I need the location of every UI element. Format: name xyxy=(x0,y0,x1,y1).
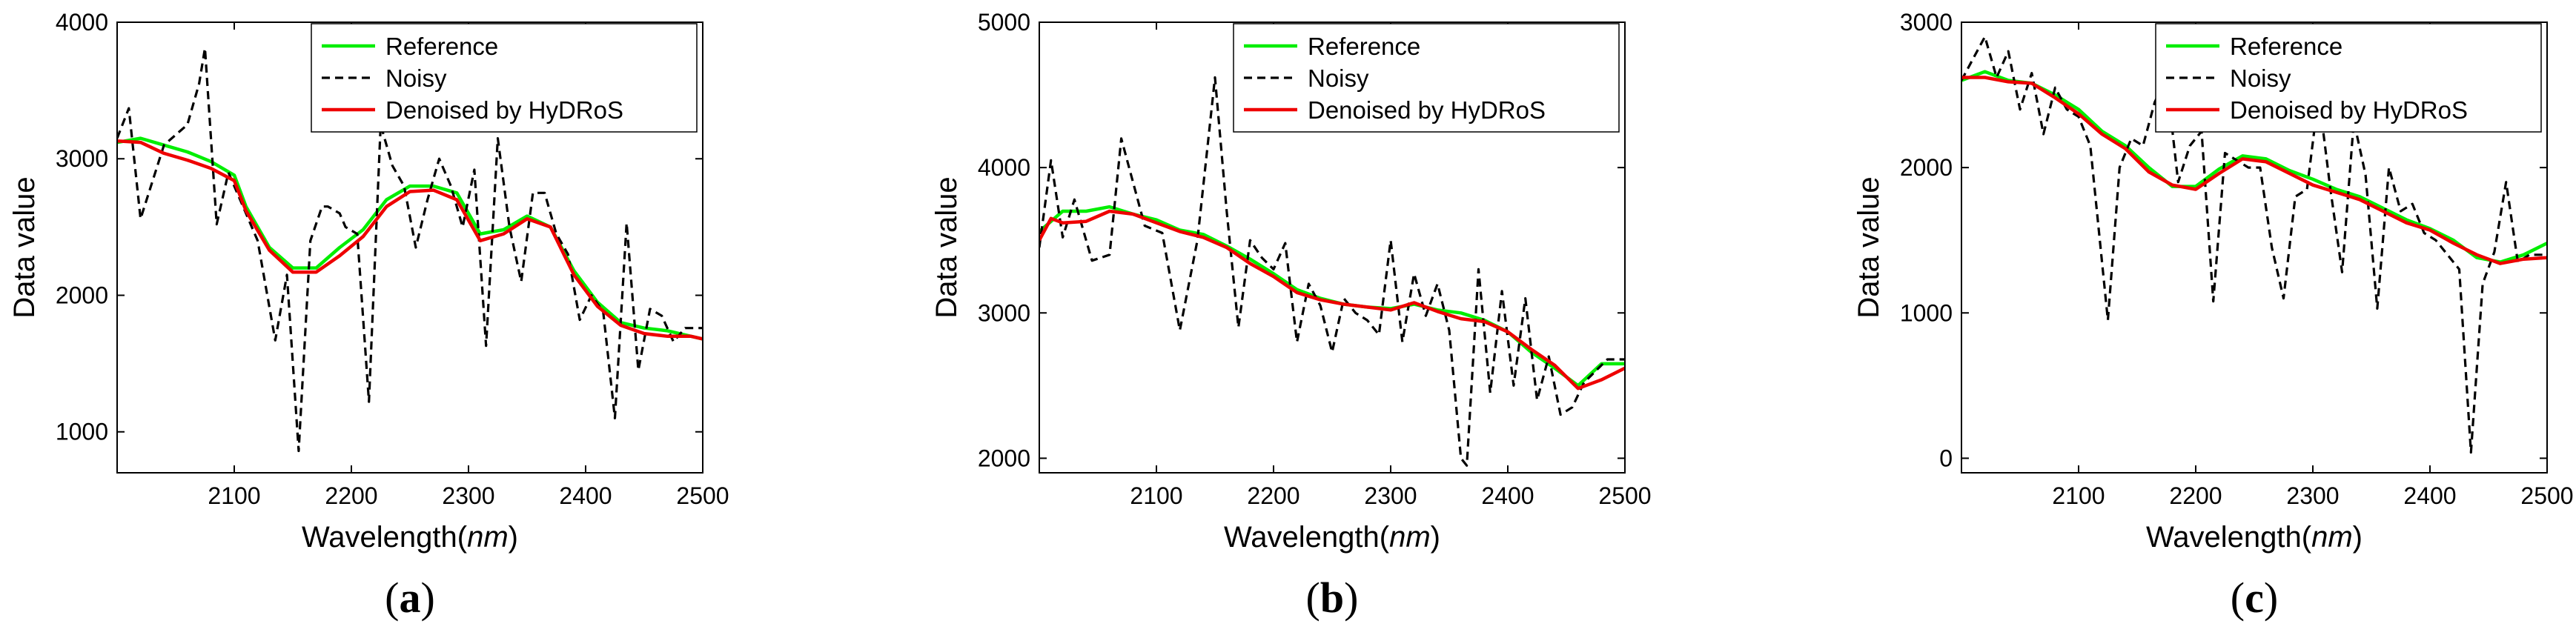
chart-c-caption-open: ( xyxy=(2231,574,2245,622)
chart-a-caption-close: ) xyxy=(421,574,435,622)
chart-c-xlabel-main: Wavelength( xyxy=(2146,521,2312,554)
chart-a-xlabel-close: ) xyxy=(509,521,518,554)
chart-b-xlabel-main: Wavelength( xyxy=(1224,521,1390,554)
chart-c-series-denoised-by-hydros-line xyxy=(1961,76,2547,265)
chart-b-series-noisy-line xyxy=(1039,76,1625,467)
chart-a-caption-open: ( xyxy=(385,574,399,622)
chart-a-xtick-label-2300: 2300 xyxy=(442,482,494,509)
chart-b-ylabel: Data value xyxy=(930,176,963,318)
chart-a-xlabel-main: Wavelength( xyxy=(302,521,468,554)
chart-b-legend-label-reference: Reference xyxy=(1308,33,1420,60)
chart-c-xtick-label-2400: 2400 xyxy=(2403,482,2456,509)
chart-c-ytick-label-0: 0 xyxy=(1939,445,1953,471)
chart-a-xtick-label-2100: 2100 xyxy=(208,482,260,509)
chart-c-xtick-label-2100: 2100 xyxy=(2052,482,2105,509)
chart-a-ytick-label-1000: 1000 xyxy=(56,419,108,445)
chart-c-caption-letter: c xyxy=(2245,574,2264,622)
chart-b-series-denoised-by-hydros-line xyxy=(1039,209,1625,391)
chart-a-ytick-label-3000: 3000 xyxy=(56,145,108,172)
chart-c-legend-label-noisy: Noisy xyxy=(2230,64,2291,92)
chart-c-ytick-label-1000: 1000 xyxy=(1900,299,1953,326)
chart-c-legend-label-denoised-by-hydros: Denoised by HyDRoS xyxy=(2230,96,2468,124)
chart-a-xtick-label-2400: 2400 xyxy=(559,482,612,509)
chart-c-ytick-label-3000: 3000 xyxy=(1900,9,1953,36)
chart-c-legend-box xyxy=(2155,23,2542,133)
chart-b-series-reference-line xyxy=(1039,205,1625,388)
chart-a: 2100 2200 2300 2400 2500 1000 2000 3000 4000 Wave… xyxy=(8,9,729,622)
chart-b-xlabel: Wavelength(nm) xyxy=(1224,521,1440,554)
chart-c-xlabel-close: ) xyxy=(2353,521,2363,554)
chart-b-xlabel-unit: nm xyxy=(1389,521,1431,554)
chart-a-series-reference-line xyxy=(117,136,703,341)
chart-b-ytick-label-2000: 2000 xyxy=(978,445,1030,471)
chart-a-axes-box xyxy=(116,21,703,474)
chart-a-legend-label-reference: Reference xyxy=(385,33,498,60)
chart-c-xtick-label-2200: 2200 xyxy=(2169,482,2222,509)
chart-a-ytick-label-2000: 2000 xyxy=(56,282,108,308)
chart-b-caption: (b) xyxy=(1306,574,1359,622)
chart-c-axes-box xyxy=(1961,21,2548,474)
chart-b-xtick-label-2400: 2400 xyxy=(1481,482,1534,509)
chart-a-xtick-label-2200: 2200 xyxy=(325,482,377,509)
chart-b-ytick-label-3000: 3000 xyxy=(978,299,1030,326)
chart-b: 2100 2200 2300 2400 2500 2000 3000 4000 5000 Wave… xyxy=(930,9,1652,622)
chart-a-legend-label-noisy: Noisy xyxy=(385,64,447,92)
chart-a-legend-label-denoised-by-hydros: Denoised by HyDRoS xyxy=(385,96,623,124)
chart-a-ylabel: Data value xyxy=(8,176,41,318)
chart-b-xtick-label-2100: 2100 xyxy=(1130,482,1182,509)
chart-b-xlabel-close: ) xyxy=(1431,521,1440,554)
chart-c-ylabel: Data value xyxy=(1852,176,1885,318)
chart-c-caption-close: ) xyxy=(2264,574,2278,622)
chart-c-xtick-label-2500: 2500 xyxy=(2520,482,2573,509)
chart-c-legend-label-reference: Reference xyxy=(2230,33,2342,60)
chart-a-xtick-label-2500: 2500 xyxy=(676,482,729,509)
chart-c-ytick-label-2000: 2000 xyxy=(1900,154,1953,181)
chart-c-xtick-label-2300: 2300 xyxy=(2286,482,2339,509)
chart-b-legend-label-denoised-by-hydros: Denoised by HyDRoS xyxy=(1308,96,1546,124)
chart-b-xtick-label-2300: 2300 xyxy=(1364,482,1417,509)
chart-b-legend-label-noisy: Noisy xyxy=(1308,64,1369,92)
chart-b-caption-open: ( xyxy=(1306,574,1320,622)
chart-a-xlabel-unit: nm xyxy=(467,521,509,554)
chart-a-caption-letter: a xyxy=(400,574,421,622)
chart-c-series-group xyxy=(1961,36,2547,454)
chart-b-ytick-label-5000: 5000 xyxy=(978,9,1030,36)
chart-b-series-group xyxy=(1039,76,1625,467)
chart-c-caption: (c) xyxy=(2231,574,2278,622)
chart-c-xlabel: Wavelength(nm) xyxy=(2146,521,2363,554)
chart-a-ytick-label-4000: 4000 xyxy=(56,9,108,36)
chart-c: 2100 2200 2300 2400 2500 0 1000 2000 3000 Wavelen… xyxy=(1852,9,2574,622)
chart-b-caption-letter: b xyxy=(1320,574,1344,622)
chart-b-axes-box xyxy=(1039,21,1626,474)
chart-b-xtick-label-2500: 2500 xyxy=(1598,482,1651,509)
chart-b-xtick-label-2200: 2200 xyxy=(1247,482,1299,509)
chart-a-series-group xyxy=(117,47,703,453)
chart-b-ytick-label-4000: 4000 xyxy=(978,154,1030,181)
chart-a-xlabel: Wavelength(nm) xyxy=(302,521,518,554)
chart-b-caption-close: ) xyxy=(1344,574,1358,622)
chart-a-legend-box xyxy=(311,23,698,133)
chart-a-caption: (a) xyxy=(385,574,435,622)
chart-c-xlabel-unit: nm xyxy=(2311,521,2353,554)
chart-b-legend-box xyxy=(1233,23,1620,133)
chart-a-series-denoised-by-hydros-line xyxy=(117,139,703,341)
